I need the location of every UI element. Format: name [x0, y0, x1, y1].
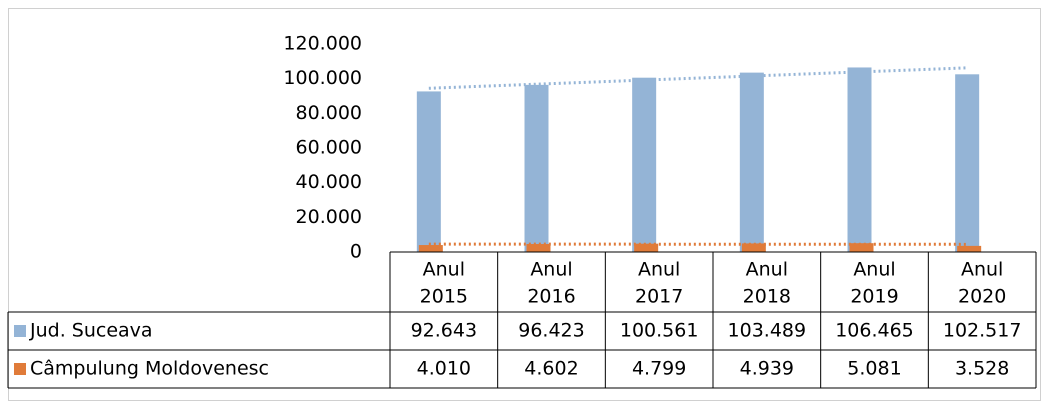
- data-table-value: 106.465: [835, 320, 914, 342]
- data-table-value: 103.489: [728, 320, 807, 342]
- legend-key: [14, 325, 26, 337]
- bar: [739, 72, 764, 252]
- x-tick-label: 2015: [420, 286, 468, 308]
- bar: [634, 243, 659, 252]
- y-tick-label: 60.000: [296, 137, 362, 159]
- data-table-value: 4.010: [417, 358, 471, 380]
- chart-border: [8, 8, 1041, 401]
- y-tick-label: 120.000: [283, 33, 362, 55]
- legend-key: [14, 363, 26, 375]
- x-tick-label: Anul: [423, 259, 465, 281]
- bar: [849, 243, 874, 252]
- x-tick-label: 2018: [743, 286, 791, 308]
- legend-label: Câmpulung Moldovenesc: [30, 358, 269, 380]
- data-table-value: 5.081: [847, 358, 901, 380]
- x-tick-label: Anul: [638, 259, 680, 281]
- bar: [955, 74, 980, 252]
- data-table-value: 4.799: [632, 358, 686, 380]
- data-table-value: 4.939: [740, 358, 794, 380]
- y-tick-label: 100.000: [283, 67, 362, 89]
- data-table-value: 102.517: [943, 320, 1022, 342]
- bar: [418, 245, 443, 252]
- bar: [524, 84, 549, 253]
- bar: [741, 243, 766, 252]
- x-tick-label: Anul: [853, 259, 895, 281]
- x-tick-label: 2019: [850, 286, 898, 308]
- data-table-value: 4.602: [524, 358, 578, 380]
- x-tick-label: Anul: [961, 259, 1003, 281]
- data-table-value: 96.423: [518, 320, 584, 342]
- y-tick-label: 40.000: [296, 171, 362, 193]
- x-tick-label: Anul: [746, 259, 788, 281]
- bar: [416, 91, 441, 253]
- data-table-value: 3.528: [955, 358, 1009, 380]
- x-tick-label: 2016: [527, 286, 575, 308]
- trendline: [428, 66, 968, 90]
- data-table-value: 92.643: [411, 320, 477, 342]
- bar: [847, 67, 872, 252]
- bar: [957, 245, 982, 252]
- x-tick-label: Anul: [530, 259, 572, 281]
- y-tick-label: 80.000: [296, 102, 362, 124]
- legend-label: Jud. Suceava: [29, 320, 153, 342]
- x-tick-label: 2020: [958, 286, 1006, 308]
- y-tick-label: 20.000: [296, 206, 362, 228]
- y-tick-label: 0: [350, 241, 362, 263]
- data-table-value: 100.561: [620, 320, 699, 342]
- bar: [632, 77, 657, 252]
- x-tick-label: 2017: [635, 286, 683, 308]
- bar: [526, 244, 551, 252]
